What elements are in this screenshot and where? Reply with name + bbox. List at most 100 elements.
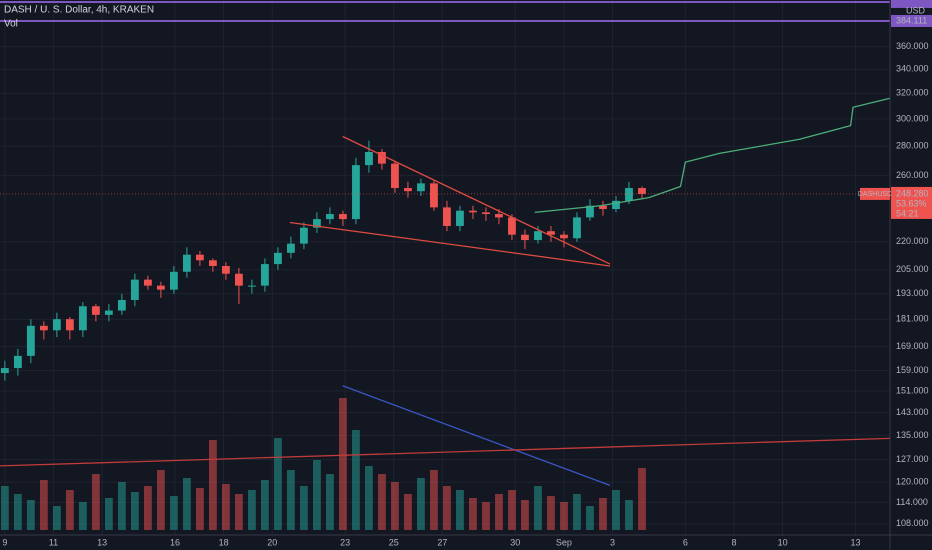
candle-body (612, 200, 620, 210)
candle-body (91, 306, 100, 315)
candle-body (222, 265, 230, 274)
volume-bar (117, 482, 126, 530)
candle-body (65, 319, 74, 331)
candle-body (0, 368, 9, 374)
volume-bar (13, 494, 22, 530)
volume-bar (78, 502, 87, 530)
candle-body (182, 254, 191, 272)
volume-bar (274, 438, 282, 530)
hline-label-bg (891, 14, 932, 27)
y-tick-label: 260.000 (896, 170, 929, 180)
y-tick-label: 360.000 (896, 41, 929, 51)
symbol-tag: DASHUSD (858, 191, 892, 198)
candle-body (326, 214, 334, 220)
y-tick-label: 181.000 (896, 314, 929, 324)
y-tick-label: 280.000 (896, 141, 929, 151)
candle-body (117, 299, 126, 311)
candle-body (456, 210, 464, 226)
candle-body (26, 325, 35, 356)
volume-bar (222, 484, 230, 530)
y-tick-label: 127.000 (896, 454, 929, 464)
y-tick-label: 135.000 (896, 430, 929, 440)
x-tick-label: 13 (97, 537, 107, 547)
volume-bar (208, 440, 217, 530)
volume-bar (313, 460, 321, 530)
volume-bar (104, 498, 113, 530)
trend-line (534, 97, 890, 214)
volume-bar (91, 474, 100, 530)
volume-bar (300, 486, 308, 530)
symbol-tag-bg (860, 187, 890, 200)
x-tick-label: 11 (49, 537, 58, 547)
volume-bar (508, 490, 516, 530)
volume-bar (586, 506, 594, 530)
y-tick-label: 320.000 (896, 88, 929, 98)
volume-bar (378, 474, 386, 530)
y-tick-label: 159.000 (896, 365, 929, 375)
candle-body (104, 310, 113, 315)
volume-bar (612, 490, 620, 530)
countdown-label: 54:21 (896, 208, 919, 218)
volume-bar (625, 500, 633, 530)
volume-bar (443, 486, 451, 530)
candle-body (599, 205, 607, 210)
candle-body (39, 325, 48, 331)
candle-body (365, 151, 373, 166)
x-tick-label: 3 (610, 537, 615, 547)
volume-bar (143, 486, 152, 530)
y-tick-label: 300.000 (896, 113, 929, 123)
candle-body (156, 285, 165, 290)
volume-bar (52, 506, 61, 530)
x-tick-label: 25 (389, 537, 399, 547)
x-tick-label: Sep (556, 537, 572, 547)
volume-bar (182, 478, 191, 530)
candle-body (508, 217, 516, 235)
y-tick-label: 114.000 (896, 497, 928, 507)
trend-line (289, 221, 611, 267)
volume-bar (195, 488, 204, 530)
volume-bar (469, 498, 477, 530)
candle-body (261, 264, 269, 286)
volume-bar (130, 492, 139, 530)
last-price-label: 248.280 (896, 188, 929, 198)
candle-body (573, 217, 581, 239)
candle-body (352, 165, 360, 220)
candle-body (547, 231, 555, 235)
y-tick-label: 169.000 (896, 341, 929, 351)
volume-bar (495, 494, 503, 530)
y-tick-label: 120.000 (896, 476, 929, 486)
x-tick-label: 16 (170, 537, 180, 547)
volume-bar (560, 502, 568, 530)
volume-bar (261, 480, 269, 530)
candle-body (339, 214, 347, 220)
candle-body (248, 285, 256, 287)
x-tick-label: 6 (683, 537, 688, 547)
volume-bar (365, 466, 373, 530)
volume-bar (326, 474, 334, 530)
hline-label: 384.111 (896, 15, 927, 25)
volume-bar (404, 494, 412, 530)
y-tick-label: 220.000 (896, 236, 929, 246)
candle-body (300, 227, 308, 244)
candle-body (208, 260, 217, 266)
candle-body (78, 306, 87, 331)
last-price-bg (891, 186, 932, 219)
y-tick-label: 340.000 (896, 64, 929, 74)
trend-line (0, 437, 891, 467)
candle-body (430, 183, 438, 208)
candle-body (130, 279, 139, 300)
volume-bar (156, 470, 165, 530)
candle-body (195, 254, 204, 261)
volume-bar (391, 482, 399, 530)
hline-label-bg (891, 0, 932, 8)
volume-bar (599, 498, 607, 530)
volume-bar (0, 486, 9, 530)
x-tick-label: 27 (437, 537, 447, 547)
y-tick-label: 108.000 (896, 518, 929, 528)
candle-body (560, 234, 568, 239)
x-tick-label: 10 (778, 537, 788, 547)
y-tick-label: 205.000 (896, 264, 929, 274)
volume-bar (287, 470, 295, 530)
candle-body (391, 163, 399, 189)
